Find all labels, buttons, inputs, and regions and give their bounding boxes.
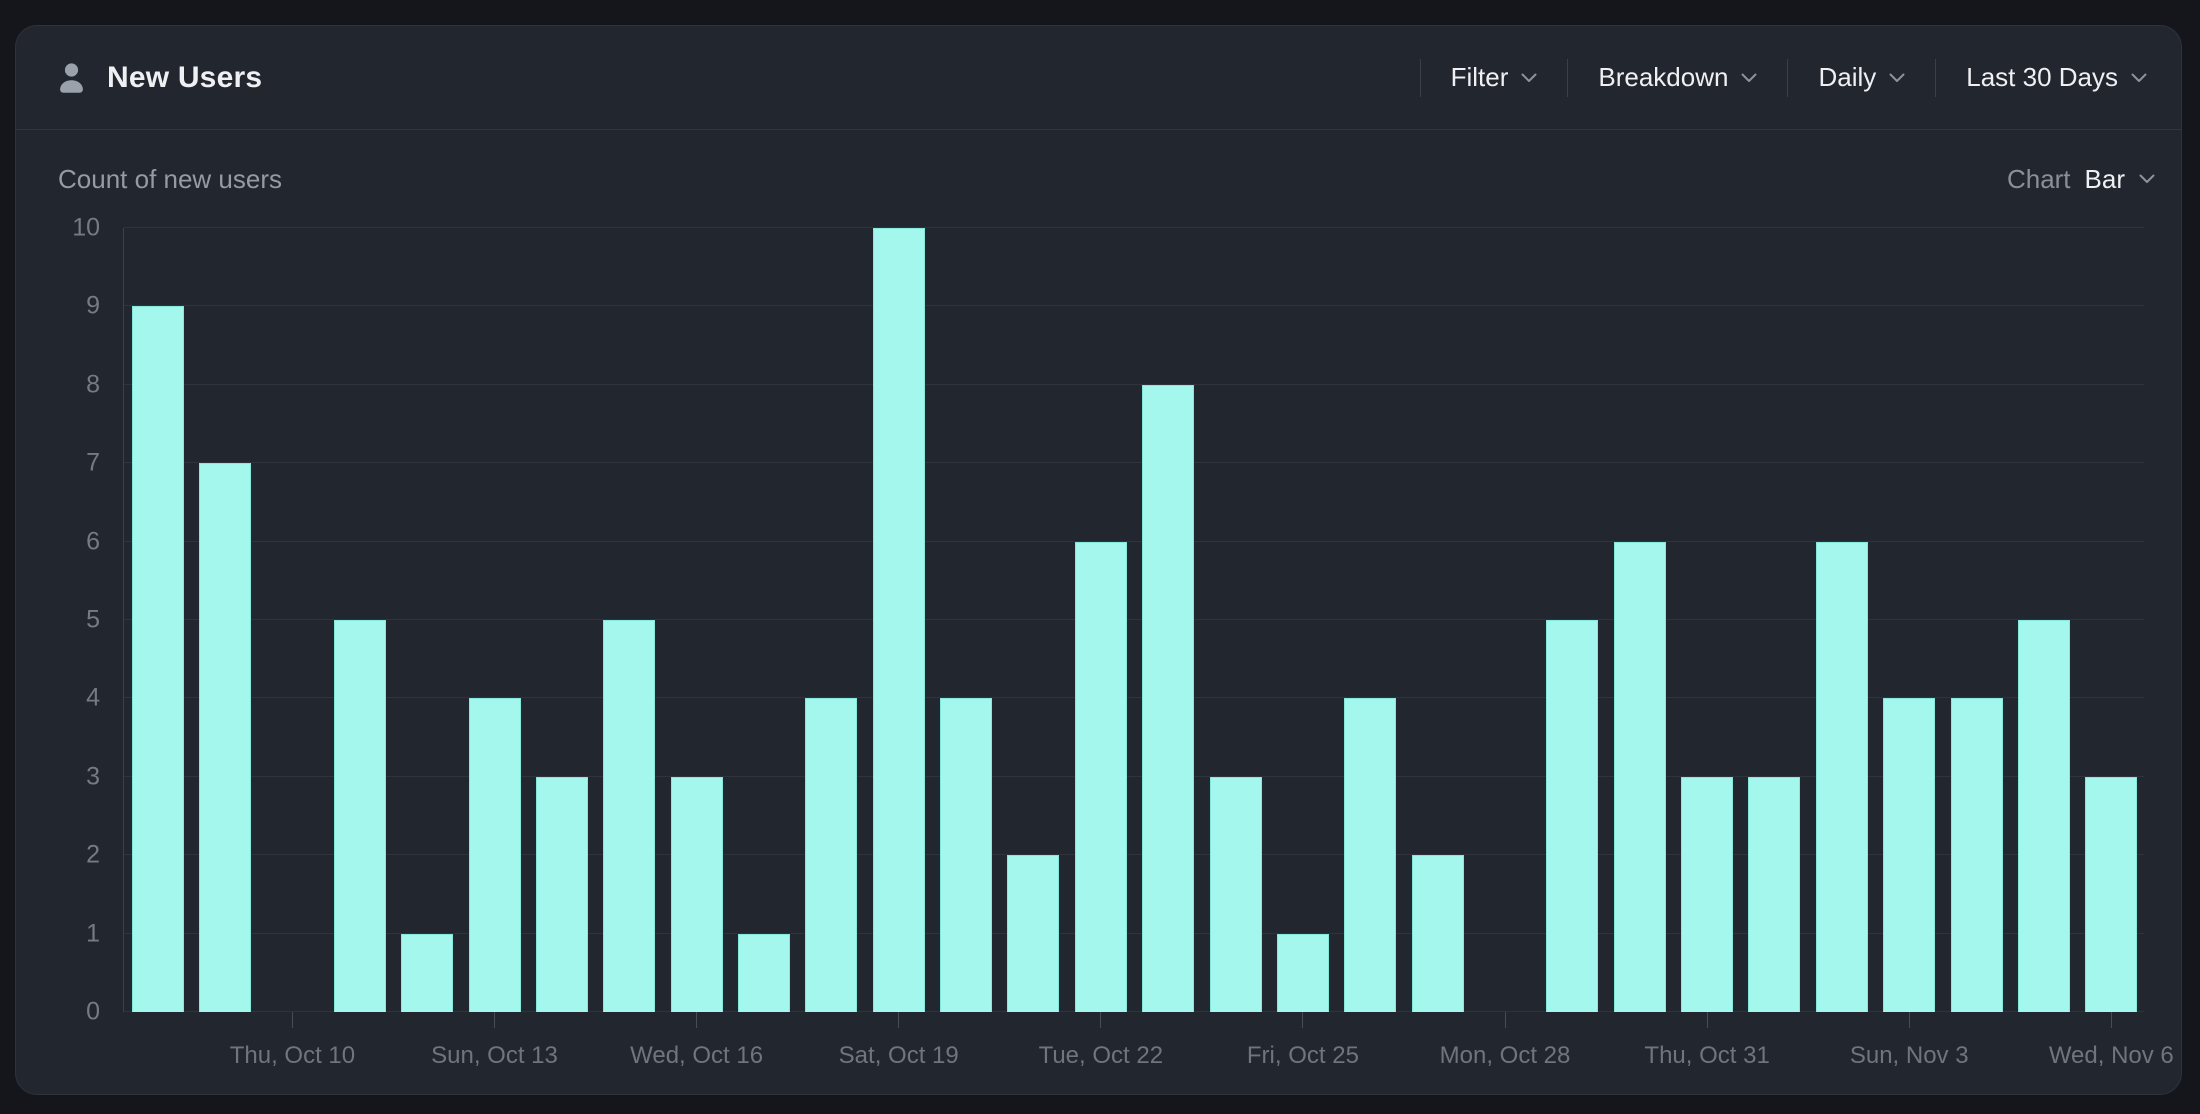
x-axis-tick	[696, 1012, 698, 1028]
bar[interactable]	[1209, 776, 1262, 1012]
gridline	[124, 1011, 2144, 1012]
y-axis-label: 1	[86, 919, 100, 948]
bar[interactable]	[1748, 776, 1801, 1012]
y-axis-label: 3	[86, 762, 100, 791]
bar[interactable]	[1007, 855, 1060, 1012]
y-axis-label: 6	[86, 527, 100, 556]
chart-type-label: Chart	[2006, 163, 2071, 194]
bar[interactable]	[2085, 776, 2138, 1012]
bar[interactable]	[1815, 541, 1868, 1012]
bar[interactable]	[401, 933, 454, 1012]
control-divider	[1787, 58, 1789, 97]
x-axis-tick	[1100, 1012, 1102, 1028]
chart-type-value: Bar	[2084, 163, 2125, 194]
x-axis-label: Mon, Oct 28	[1439, 1042, 1571, 1069]
gridline	[124, 227, 2144, 228]
x-axis-tick	[291, 1012, 293, 1028]
granularity-dropdown[interactable]: Daily	[1788, 62, 1935, 93]
granularity-dropdown-label: Daily	[1818, 62, 1877, 92]
gridline	[124, 619, 2144, 620]
date-range-dropdown[interactable]: Last 30 Days	[1936, 62, 2151, 93]
bar[interactable]	[1883, 698, 1936, 1012]
card-header: New Users Filter Breakdown Daily	[16, 26, 2181, 130]
date-range-dropdown-label: Last 30 Days	[1966, 62, 2118, 92]
card-title: New Users	[107, 60, 263, 94]
x-axis-tick	[494, 1012, 496, 1028]
x-axis-label: Fri, Oct 25	[1246, 1042, 1359, 1069]
bar[interactable]	[1142, 384, 1195, 1012]
y-axis-label: 2	[86, 840, 100, 869]
bar[interactable]	[1074, 541, 1127, 1012]
x-axis-label: Thu, Oct 10	[229, 1042, 356, 1069]
bar[interactable]	[199, 463, 252, 1012]
bar[interactable]	[872, 228, 925, 1012]
bar[interactable]	[2017, 620, 2070, 1012]
gridline	[124, 854, 2144, 856]
x-axis-label: Sat, Oct 19	[838, 1042, 959, 1069]
bar[interactable]	[1681, 776, 1734, 1012]
bar[interactable]	[1613, 541, 1666, 1012]
x-axis-tick	[2110, 1012, 2112, 1028]
bar[interactable]	[1344, 698, 1397, 1012]
gridline	[124, 383, 2144, 385]
x-axis-label: Wed, Nov 6	[2048, 1042, 2174, 1069]
x-axis-tick	[1302, 1012, 1304, 1028]
bar[interactable]	[1411, 855, 1464, 1012]
chart-type-dropdown[interactable]: Chart Bar	[2007, 164, 2155, 195]
bar[interactable]	[1276, 933, 1329, 1012]
bar[interactable]	[131, 306, 184, 1012]
chevron-down-icon	[1889, 73, 1905, 83]
filter-dropdown[interactable]: Filter	[1421, 62, 1568, 93]
y-axis-label: 5	[86, 605, 100, 634]
x-axis-tick	[1504, 1012, 1506, 1028]
user-icon	[58, 62, 85, 93]
x-axis-tick	[1908, 1012, 1910, 1028]
bar[interactable]	[940, 698, 993, 1012]
bar-chart: 0 1 2 3 4 5 6 7 8 9 10 Thu, Oct 10 Sun, Oct 13 Wed, O…	[72, 214, 2174, 1070]
chevron-down-icon	[1741, 73, 1757, 83]
y-axis-label: 7	[86, 448, 100, 477]
gridline	[124, 932, 2144, 934]
chevron-down-icon	[1521, 73, 1537, 83]
breakdown-dropdown-label: Breakdown	[1598, 62, 1729, 92]
chevron-down-icon	[2131, 73, 2147, 83]
control-divider	[1567, 58, 1569, 97]
chart-subheader: Count of new users Chart Bar	[16, 130, 2181, 228]
x-axis-label: Sun, Nov 3	[1849, 1042, 1969, 1069]
x-axis-tick	[898, 1012, 900, 1028]
bar[interactable]	[333, 620, 386, 1012]
x-axis-label: Sun, Oct 13	[431, 1042, 558, 1069]
gridline	[124, 305, 2144, 307]
new-users-card: New Users Filter Breakdown Daily	[15, 25, 2182, 1095]
chevron-down-icon	[2139, 174, 2155, 184]
filter-dropdown-label: Filter	[1450, 62, 1509, 92]
y-axis-label: 10	[72, 213, 100, 242]
gridline	[124, 697, 2144, 699]
bar[interactable]	[535, 776, 588, 1012]
card-header-left: New Users	[58, 61, 262, 95]
y-axis-label: 8	[86, 370, 100, 399]
control-divider	[1935, 58, 1937, 97]
x-axis-label: Thu, Oct 31	[1644, 1042, 1770, 1069]
breakdown-dropdown[interactable]: Breakdown	[1568, 62, 1787, 93]
y-axis-label: 9	[86, 291, 100, 320]
bar[interactable]	[670, 776, 723, 1012]
x-axis-label: Wed, Oct 16	[630, 1042, 764, 1069]
control-divider	[1419, 58, 1421, 97]
metric-label: Count of new users	[58, 163, 283, 194]
gridline	[124, 540, 2144, 542]
x-axis-label: Tue, Oct 22	[1038, 1042, 1164, 1069]
bar[interactable]	[737, 933, 790, 1012]
bar[interactable]	[468, 698, 521, 1012]
header-controls: Filter Breakdown Daily Las	[1419, 58, 2151, 97]
y-axis-label: 0	[86, 997, 100, 1026]
gridline	[124, 775, 2144, 777]
x-axis-tick	[1706, 1012, 1708, 1028]
y-axis-label: 4	[86, 683, 100, 712]
bar[interactable]	[805, 698, 858, 1012]
bar[interactable]	[603, 620, 656, 1012]
bar[interactable]	[1546, 620, 1599, 1012]
bar[interactable]	[1950, 698, 2003, 1012]
gridline	[124, 462, 2144, 464]
